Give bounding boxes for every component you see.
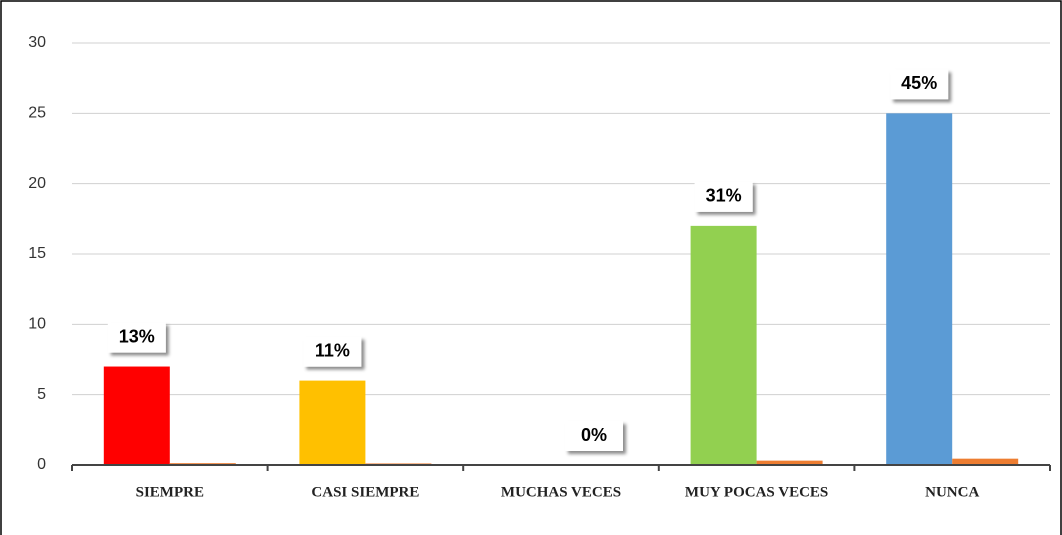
bar bbox=[756, 460, 823, 465]
data-label-text: 31% bbox=[706, 186, 742, 206]
data-label: 13% bbox=[107, 322, 166, 353]
y-tick-label: 15 bbox=[28, 245, 46, 262]
data-label-text: 13% bbox=[119, 326, 155, 346]
x-tick-label: CASI SIEMPRE bbox=[311, 484, 419, 500]
x-tick-label: MUY POCAS VECES bbox=[685, 484, 828, 500]
y-tick-label: 10 bbox=[28, 316, 46, 333]
y-tick-label: 30 bbox=[28, 34, 46, 51]
data-label-text: 11% bbox=[315, 340, 350, 360]
bar bbox=[886, 113, 953, 465]
data-label-box bbox=[890, 69, 949, 100]
bar bbox=[690, 225, 757, 465]
y-tick-label: 0 bbox=[37, 456, 46, 473]
data-label: 11% bbox=[303, 336, 362, 367]
data-label-box bbox=[565, 421, 623, 451]
x-tick-label: NUNCA bbox=[925, 484, 979, 500]
y-tick-label: 5 bbox=[37, 386, 46, 403]
x-tick-label: MUCHAS VECES bbox=[501, 484, 621, 500]
bar bbox=[952, 458, 1019, 465]
y-tick-label: 20 bbox=[28, 175, 46, 192]
data-label-box bbox=[303, 336, 362, 367]
y-tick-label: 25 bbox=[28, 105, 46, 122]
data-label-box bbox=[107, 322, 166, 353]
data-label-box bbox=[694, 181, 753, 212]
data-label-text: 45% bbox=[901, 73, 937, 93]
x-tick-label: SIEMPRE bbox=[136, 484, 204, 500]
bar bbox=[103, 366, 170, 465]
data-label: 0% bbox=[565, 421, 623, 451]
bar bbox=[299, 380, 366, 465]
data-label: 31% bbox=[694, 181, 753, 212]
data-label: 45% bbox=[890, 69, 949, 100]
data-label-text: 0% bbox=[581, 425, 607, 445]
